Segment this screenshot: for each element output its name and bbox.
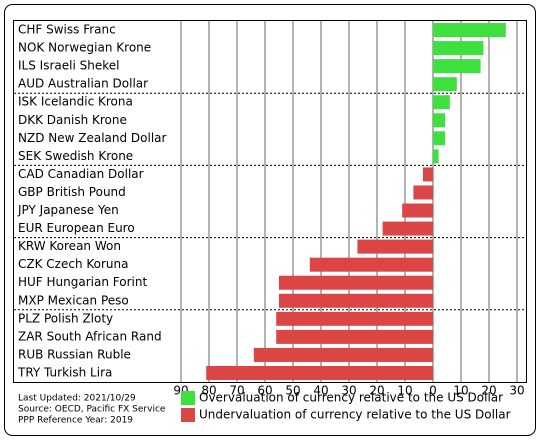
bar (253, 347, 433, 362)
bar (276, 311, 433, 326)
y-tick-label: RUB Russian Ruble (18, 347, 131, 361)
note: Last Updated: 2021/10/29 (18, 394, 136, 404)
bar (382, 221, 433, 236)
bar (279, 293, 433, 308)
y-tick-label: KRW Korean Won (18, 239, 121, 253)
x-tick-label: 30 (341, 384, 356, 398)
x-tick-label: 60 (257, 384, 272, 398)
y-tick-label: ILS Israeli Shekel (18, 59, 119, 73)
y-tick-label: ZAR South African Rand (18, 329, 162, 343)
y-tick-label: GBP British Pound (18, 185, 126, 199)
bar (433, 41, 484, 56)
y-tick-label: CZK Czech Koruna (18, 257, 128, 271)
plot-frame (13, 20, 527, 383)
x-tick-label: 80 (201, 384, 216, 398)
bar (206, 365, 433, 380)
bar (433, 23, 506, 38)
bar (433, 59, 481, 74)
bar (433, 95, 450, 110)
frame (4, 4, 536, 436)
x-tick-label: 40 (313, 384, 328, 398)
y-tick-label: MXP Mexican Peso (18, 293, 129, 307)
y-tick-label: SEK Swedish Krone (18, 149, 133, 163)
y-tick-label: DKK Danish Krone (18, 113, 127, 127)
bar (433, 149, 439, 164)
x-tick-label: 50 (285, 384, 300, 398)
x-tick-label: 10 (397, 384, 412, 398)
bar (357, 239, 433, 254)
bar (433, 77, 457, 92)
bar (413, 185, 433, 200)
y-tick-label: TRY Turkish Lira (17, 365, 112, 379)
y-tick-label: NOK Norwegian Krone (18, 41, 151, 55)
x-tick-label: 70 (229, 384, 244, 398)
y-tick-label: EUR European Euro (18, 221, 135, 235)
bar (422, 167, 433, 182)
y-tick-label: AUD Australian Dollar (18, 77, 148, 91)
note: Source: OECD, Pacific FX Service (18, 405, 166, 415)
bar (433, 131, 446, 146)
y-tick-label: CHF Swiss Franc (18, 23, 116, 37)
x-tick-label: 20 (369, 384, 384, 398)
bar (433, 113, 446, 128)
legend-swatch (181, 408, 195, 422)
y-tick-label: HUF Hungarian Forint (18, 275, 147, 289)
legend-label: Overvaluation of currency relative to th… (199, 391, 503, 405)
x-tick-label: 0 (429, 384, 437, 398)
bar (402, 203, 433, 218)
y-tick-label: PLZ Polish Zloty (18, 311, 113, 325)
x-tick-label: 20 (481, 384, 496, 398)
y-tick-label: ISK Icelandic Krona (18, 95, 133, 109)
x-tick-label: 10 (453, 384, 468, 398)
bar (279, 275, 433, 290)
bar (276, 329, 433, 344)
legend-swatch (181, 391, 195, 405)
x-tick-label: 30 (509, 384, 524, 398)
note: PPP Reference Year: 2019 (18, 416, 133, 426)
y-tick-label: JPY Japanese Yen (17, 203, 119, 217)
legend-label: Undervaluation of currency relative to t… (199, 408, 511, 422)
y-tick-label: CAD Canadian Dollar (18, 167, 144, 181)
y-tick-label: NZD New Zealand Dollar (18, 131, 167, 145)
bar (309, 257, 433, 272)
